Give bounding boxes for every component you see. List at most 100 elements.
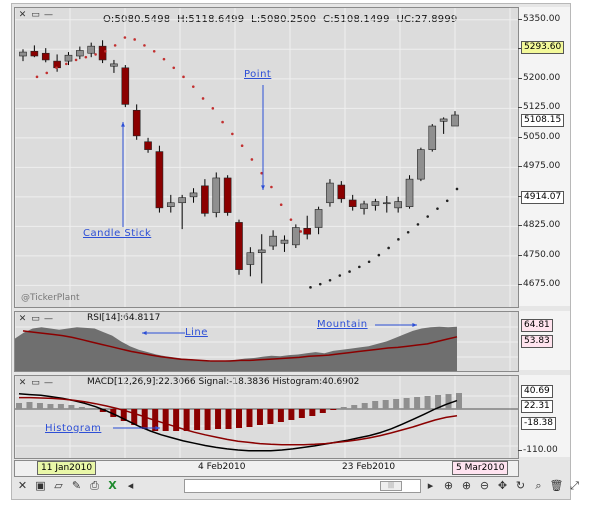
excel-icon[interactable]: X — [108, 479, 117, 492]
scrollbar-thumb[interactable]: ||| — [380, 481, 402, 491]
price-tick-label: 5350.00 — [517, 13, 561, 24]
psar-point — [455, 187, 459, 191]
maximize-icon[interactable]: ▭ — [31, 10, 40, 20]
candle-body — [337, 184, 346, 200]
candle-body — [223, 177, 232, 213]
histogram-bar — [246, 409, 253, 427]
psar-point — [397, 238, 400, 241]
psar-point — [270, 185, 273, 189]
delete-icon[interactable]: 🗑 — [549, 479, 564, 492]
minimize-icon[interactable]: — — [44, 378, 53, 388]
point-arrow-head — [261, 185, 265, 190]
save-icon[interactable]: ▣ — [35, 479, 46, 492]
macd-axis-label: 22.31 — [521, 400, 553, 413]
histogram-bar — [162, 409, 169, 431]
tools-icon[interactable]: ✎ — [71, 479, 82, 492]
minimize-icon[interactable]: — — [44, 10, 53, 20]
maximize-icon[interactable]: ▭ — [31, 314, 40, 324]
mountain-arrow-head — [412, 323, 417, 327]
candle-body — [428, 125, 437, 150]
candle-body — [394, 201, 402, 209]
close-icon[interactable]: ✕ — [18, 378, 27, 388]
psar-point — [338, 274, 342, 277]
zoom-in-alt-icon[interactable]: ⊕ — [461, 479, 472, 492]
psar-point — [367, 260, 371, 264]
histogram-bar — [456, 393, 462, 409]
histogram-arrow-head — [155, 426, 160, 430]
histogram-bar — [361, 403, 368, 409]
close-icon[interactable]: ✕ — [18, 314, 27, 324]
histogram-bar — [89, 408, 96, 409]
candle-body — [382, 202, 391, 205]
histogram-bar — [78, 407, 85, 409]
end-date-badge: 5 Mar2010 — [452, 461, 509, 475]
psar-point — [250, 158, 254, 161]
expand-icon[interactable]: ⤢ — [570, 479, 579, 492]
macd-axis[interactable]: 40.69 22.31 -18.38 -110.00 — [518, 375, 570, 457]
price-axis[interactable]: 5350.005275.005200.005125.005050.004975.… — [517, 7, 570, 306]
macd-label: MACD[12,26,9]:22.3066 Signal:-18.3836 Hi… — [87, 377, 360, 387]
histogram-bar — [393, 399, 400, 409]
rsi-tag: 53.83 — [521, 335, 553, 348]
candle-body — [64, 54, 73, 62]
time-scrollbar[interactable]: ||| — [184, 479, 421, 493]
price-tick-label: 4825.00 — [517, 220, 561, 231]
scroll-left-icon[interactable]: ◂ — [127, 479, 134, 492]
histogram-bar — [267, 409, 274, 424]
histogram-bar — [330, 409, 337, 410]
date-axis[interactable]: 11 Jan2010 4 Feb2010 23 Feb2010 5 Mar201… — [14, 460, 519, 477]
candle-body — [189, 192, 198, 198]
psar-point — [152, 49, 156, 53]
macd-pane[interactable]: ✕ ▭ — MACD[12,26,9]:22.3066 Signal:-18.3… — [14, 375, 519, 459]
psar-point — [201, 97, 205, 100]
histogram-bar — [424, 396, 431, 409]
minimize-icon[interactable]: — — [44, 314, 53, 324]
histogram-bar — [16, 403, 22, 409]
macd-axis-label: 40.69 — [521, 385, 553, 398]
psar-point — [55, 66, 58, 70]
psar-point — [358, 265, 361, 269]
macd-axis-label: -18.38 — [521, 417, 557, 430]
candle-body — [110, 63, 118, 67]
open-icon[interactable]: ▱ — [54, 479, 63, 492]
candle-body — [280, 239, 289, 244]
psar-point — [240, 144, 244, 147]
histogram-bar — [288, 409, 295, 420]
price-chart-pane[interactable]: ✕ ▭ — O:5080.5498 H:5118.6499 L:5080.250… — [14, 7, 519, 308]
candle-body — [76, 50, 84, 57]
start-date-badge: 11 Jan2010 — [37, 461, 97, 475]
print-icon[interactable]: ⎙ — [90, 479, 99, 492]
psar-point — [94, 53, 97, 56]
histogram-bar — [99, 409, 106, 412]
rsi-axis[interactable]: 64.81 53.83 — [518, 311, 570, 370]
psar-point — [35, 75, 39, 79]
candle-body — [155, 151, 164, 209]
macd-pane-toolbar: ✕ ▭ — — [17, 378, 54, 388]
zoom-in-icon[interactable]: ⊕ — [443, 479, 454, 492]
histogram-bar — [183, 409, 190, 431]
psar-point — [104, 49, 107, 53]
rsi-mountain — [15, 326, 457, 371]
select-arrow-icon[interactable]: ✕ — [17, 479, 28, 492]
zoom-out-icon[interactable]: ⊖ — [479, 479, 490, 492]
zoom-fit-icon[interactable]: ✥ — [497, 479, 508, 492]
refresh-icon[interactable]: ↻ — [515, 479, 526, 492]
date-label-feb-23: 23 Feb2010 — [342, 462, 396, 472]
histogram-bar — [194, 409, 201, 430]
scroll-right-icon[interactable]: ▸ — [427, 479, 434, 492]
select-arrow-icon[interactable]: ✕ — [18, 10, 27, 20]
maximize-icon[interactable]: ▭ — [31, 378, 40, 388]
histogram-bar — [225, 409, 232, 429]
macd-chart — [15, 376, 518, 458]
candle-body — [371, 201, 380, 206]
histogram-bar — [215, 409, 222, 429]
psar-point — [328, 278, 332, 282]
rsi-pane[interactable]: ✕ ▭ — RSI[14]:64.8117 Line Mountain — [14, 311, 519, 372]
magnify-icon[interactable]: ⌕ — [535, 479, 542, 492]
psar-point — [260, 171, 263, 175]
candle-body — [269, 235, 277, 247]
candle-body — [326, 182, 334, 204]
candle-body — [439, 118, 448, 122]
histogram-bar — [141, 409, 148, 429]
histogram-bar — [120, 409, 127, 421]
